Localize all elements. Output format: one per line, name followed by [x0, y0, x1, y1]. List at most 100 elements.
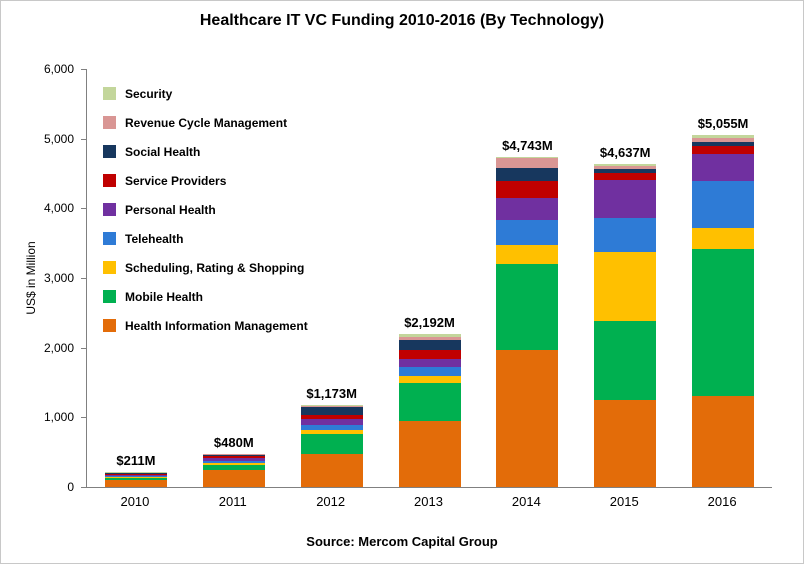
legend-swatch	[103, 174, 116, 187]
bar-segment	[496, 167, 559, 181]
bar-segment	[202, 453, 265, 455]
x-tick-label: 2015	[609, 494, 639, 509]
bar-segment	[300, 406, 363, 416]
source-note: Source: Mercom Capital Group	[306, 534, 498, 549]
bar-segment	[496, 156, 559, 159]
y-tick-mark	[81, 208, 86, 210]
y-axis: 0 1,000 2,000 3,000 4,000 5,000 6,000	[1, 62, 86, 494]
bar-segment	[398, 340, 461, 351]
bar-segment	[300, 405, 363, 407]
bar-segment	[496, 220, 559, 245]
bar-total-label: $2,192M	[404, 315, 455, 331]
stacked-bar-2010	[104, 472, 167, 487]
legend-item: Mobile Health	[103, 282, 308, 311]
bar-segment	[594, 399, 657, 487]
bar-segment	[104, 474, 167, 476]
bar-segment	[496, 180, 559, 198]
legend-label: Mobile Health	[125, 289, 204, 304]
stacked-bar-2015	[594, 164, 657, 487]
legend-item: Revenue Cycle Management	[103, 108, 308, 137]
bar-segment	[594, 179, 657, 219]
bar-segment	[692, 154, 755, 181]
legend-swatch	[103, 319, 116, 332]
y-tick-mark	[81, 138, 86, 140]
x-tick-label: 2011	[218, 494, 247, 509]
y-tick-mark	[81, 417, 86, 419]
legend-label: Service Providers	[125, 173, 227, 188]
bar-segment	[202, 469, 265, 487]
bar-segment	[692, 180, 755, 228]
bar-segment	[692, 248, 755, 397]
bar-segment	[202, 465, 265, 470]
bar-segment	[398, 367, 461, 376]
stacked-bar-2013	[398, 334, 461, 487]
x-tick-label: 2013	[414, 494, 443, 509]
legend-item: Personal Health	[103, 195, 308, 224]
bar-slot: $1,173M	[283, 386, 381, 487]
y-tick-label: 6,000	[43, 62, 74, 76]
legend-swatch	[103, 87, 116, 100]
legend-swatch	[103, 261, 116, 274]
y-tick-mark	[81, 347, 86, 349]
legend-swatch	[103, 116, 116, 129]
legend-swatch	[103, 203, 116, 216]
legend-label: Security	[125, 86, 173, 101]
bar-slot: $4,637M	[576, 145, 674, 487]
bar-segment	[300, 425, 363, 430]
bar-segment	[594, 164, 657, 166]
bar-segment	[398, 358, 461, 368]
stacked-bar-2014	[496, 156, 559, 487]
legend-label: Health Information Management	[125, 318, 308, 333]
bar-segment	[300, 418, 363, 426]
bar-segment	[692, 134, 755, 139]
legend-swatch	[103, 145, 116, 158]
legend-item: Security	[103, 79, 308, 108]
legend-item: Social Health	[103, 137, 308, 166]
bar-total-label: $211M	[116, 453, 156, 469]
bar-segment	[300, 405, 363, 406]
y-tick-label: 1,000	[43, 410, 74, 425]
y-tick-label: 3,000	[43, 271, 74, 285]
legend-item: Scheduling, Rating & Shopping	[103, 253, 308, 282]
x-tick-label: 2014	[511, 494, 541, 509]
bar-segment	[300, 453, 363, 487]
bar-segment	[398, 334, 461, 337]
bar-total-label: $4,637M	[599, 145, 651, 161]
stacked-bar-2016	[692, 134, 755, 487]
bar-slot: $480M	[185, 435, 283, 487]
bar-segment	[104, 476, 167, 478]
y-tick-mark	[81, 487, 86, 488]
bar-segment	[692, 141, 755, 146]
bar-slot: $5,055M	[674, 116, 772, 487]
bar-segment	[594, 169, 657, 173]
legend-label: Scheduling, Rating & Shopping	[125, 260, 305, 275]
x-tick-label: 2012	[316, 494, 346, 509]
bar-segment	[202, 457, 265, 461]
stacked-bar-2011	[202, 453, 265, 487]
legend-label: Telehealth	[125, 231, 184, 246]
bar-slot: $2,192M	[381, 315, 479, 487]
bar-segment	[202, 460, 265, 463]
bar-segment	[496, 158, 559, 168]
legend-item: Service Providers	[103, 166, 308, 195]
bar-total-label: $4,743M	[502, 137, 553, 153]
bar-segment	[104, 475, 167, 477]
bar-segment	[692, 145, 755, 155]
bar-segment	[104, 473, 167, 475]
bar-slot: $211M	[87, 453, 185, 487]
bar-segment	[398, 382, 461, 421]
bar-segment	[300, 434, 363, 454]
bar-total-label: $480M	[213, 434, 254, 450]
bar-segment	[202, 456, 265, 458]
bar-segment	[496, 244, 559, 265]
bar-segment	[104, 473, 167, 474]
bar-segment	[202, 454, 265, 457]
legend: Security Revenue Cycle Management Social H…	[103, 79, 308, 340]
bar-segment	[496, 264, 559, 350]
legend-swatch	[103, 290, 116, 303]
y-tick-label: 0	[67, 480, 74, 494]
bar-segment	[594, 218, 657, 252]
y-tick-mark	[81, 278, 86, 279]
bar-segment	[398, 350, 461, 359]
legend-item: Health Information Management	[103, 311, 308, 340]
